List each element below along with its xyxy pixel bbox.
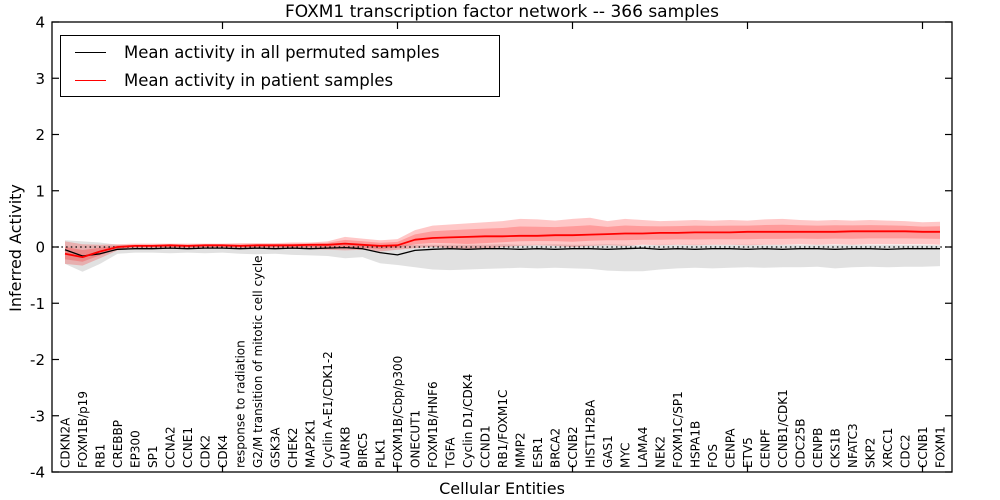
x-category-label: HSPA1B [689,421,703,468]
legend-item-permuted: Mean activity in all permuted samples [61,39,499,65]
y-tick-label: -4 [30,464,45,482]
legend-item-patient: Mean activity in patient samples [61,67,499,93]
x-category-label: CDC25B [794,419,808,469]
y-tick-label: 4 [35,14,45,32]
x-category-label: TGFA [444,437,458,469]
x-category-label: XRCC1 [881,428,895,468]
x-category-label: MMP2 [514,432,528,468]
x-category-label: NEK2 [654,436,668,468]
x-category-label: CHEK2 [286,428,300,469]
y-tick-label: -2 [30,351,45,369]
x-category-label: CENPA [724,428,738,468]
x-category-label: Cyclin D1/CDK4 [461,374,475,468]
x-category-label: CCNA2 [164,426,178,468]
x-category-label: CCNB1 [916,426,930,468]
legend-label-patient: Mean activity in patient samples [124,70,394,90]
y-tick-label: -1 [30,295,45,313]
x-category-label: SKP2 [864,438,878,468]
y-axis-label: Inferred Activity [6,184,25,312]
legend-line-red-icon [75,79,106,81]
x-category-label: NFATC3 [846,423,860,468]
x-category-label: EP300 [129,430,143,468]
x-category-label: MAP2K1 [304,419,318,468]
permuted-mean-line [64,246,940,257]
x-category-label: FOS [706,444,720,468]
x-category-label: ONECUT1 [409,410,423,468]
x-category-label: SP1 [146,446,160,469]
x-category-label: CDK2 [199,435,213,468]
x-axis-label: Cellular Entities [439,479,565,498]
x-category-label: LAMA4 [636,427,650,468]
x-category-label: RB1 [94,444,108,468]
y-tick-label: -3 [30,407,45,425]
x-category-label: CCNE1 [181,427,195,468]
x-category-label: PLK1 [374,439,388,468]
x-category-label: RB1/FOXM1C [496,390,510,468]
patient-confidence-band-outer [65,217,940,266]
x-category-label: FOXM1C/SP1 [671,391,685,468]
x-category-label: BRCA2 [549,428,563,468]
x-category-label: CDC2 [899,434,913,468]
y-tick-label: 1 [35,182,45,200]
x-category-label: CKS1B [829,428,843,468]
x-category-label: CENPB [811,428,825,468]
x-category-label: FOXM1B/Cbp/p300 [391,356,405,468]
x-category-label: CCNB1/CDK1 [776,389,790,468]
patient-mean-line [64,230,940,259]
legend-label-permuted: Mean activity in all permuted samples [124,42,440,62]
x-category-label: CREBBP [111,420,125,468]
x-category-label: response to radiation [234,340,248,468]
x-category-label: MYC [619,443,633,468]
x-category-label: CCND1 [479,425,493,468]
patient-confidence-band-inner [65,224,940,262]
x-category-label: CDKN2A [59,417,73,468]
x-category-label: CENPF [759,429,773,468]
x-category-label: FOXM1B/HNF6 [426,381,440,468]
x-category-label: FOXM1 [934,426,948,468]
x-category-label: GSK3A [269,427,283,468]
x-category-label: CCNB2 [566,426,580,468]
x-category-label: ETV5 [741,437,755,468]
x-category-label: GAS1 [601,435,615,468]
legend-box: Mean activity in all permuted samples Me… [60,35,500,97]
x-category-label: CDK4 [216,435,230,468]
x-category-label: BIRC5 [356,432,370,468]
legend-line-black-icon [75,51,106,53]
x-category-label: ESR1 [531,437,545,468]
x-category-label: FOXM1B/p19 [76,391,90,468]
y-tick-label: 0 [35,239,45,257]
x-category-label: Cyclin A-E1/CDK1-2 [321,351,335,468]
y-tick-label: 2 [35,126,45,144]
chart-title: FOXM1 transcription factor network -- 36… [285,2,719,22]
y-tick-label: 3 [35,70,45,88]
x-category-label: HIST1H2BA [584,399,598,468]
x-category-label: AURKB [339,427,353,468]
x-category-label: G2/M transition of mitotic cell cycle [251,255,265,468]
